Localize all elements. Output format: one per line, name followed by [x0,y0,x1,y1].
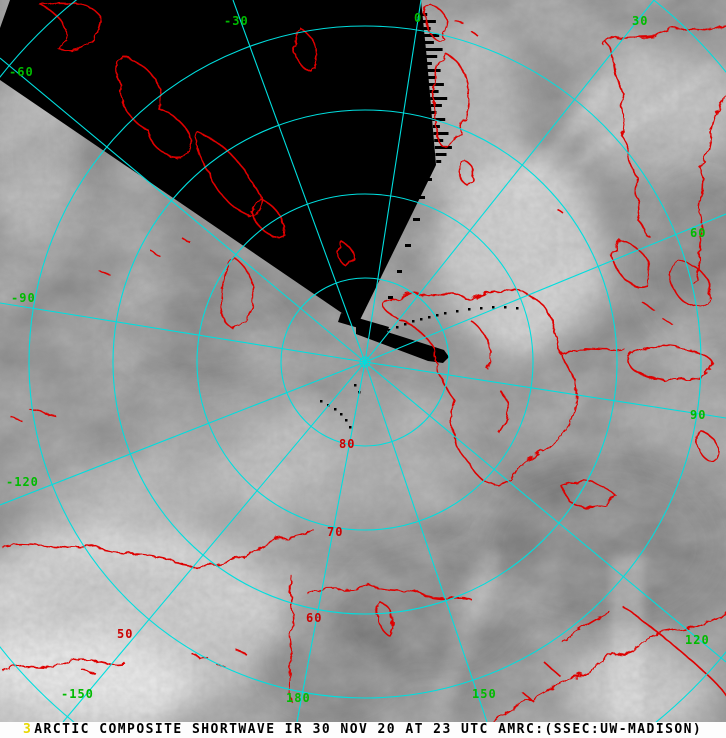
latitude-circle [196,193,534,531]
meridian-line [364,361,726,419]
meridian-line [364,361,488,722]
no-data-wedge [0,0,519,429]
meridian-line [364,0,655,363]
map-canvas [0,0,726,722]
latitude-circle [28,25,702,699]
meridian-line [62,361,366,722]
no-data-arrow [356,322,449,363]
coastlines [0,0,726,722]
meridian-line [232,0,366,363]
meridian-line [0,361,366,506]
channel-number: 3 [23,722,33,737]
meridian-line [364,0,422,363]
status-text: ARCTIC COMPOSITE SHORTWAVE IR 30 NOV 20 … [34,722,703,737]
meridian-line [364,213,726,363]
satellite-map: 0 -30 30 -60 60 -90 90 -120 120 -150 150 180 80 70 60 5… [0,0,726,722]
lat-lon-grid [0,0,726,722]
meridian-line [0,57,366,363]
pole-marker [359,356,371,368]
latitude-circle [280,277,450,447]
meridian-line [296,361,366,722]
meridian-line [0,302,366,363]
meridian-line [364,361,726,663]
latitude-circle [112,109,618,615]
status-bar: 3 ARCTIC COMPOSITE SHORTWAVE IR 30 NOV 20… [0,722,726,738]
